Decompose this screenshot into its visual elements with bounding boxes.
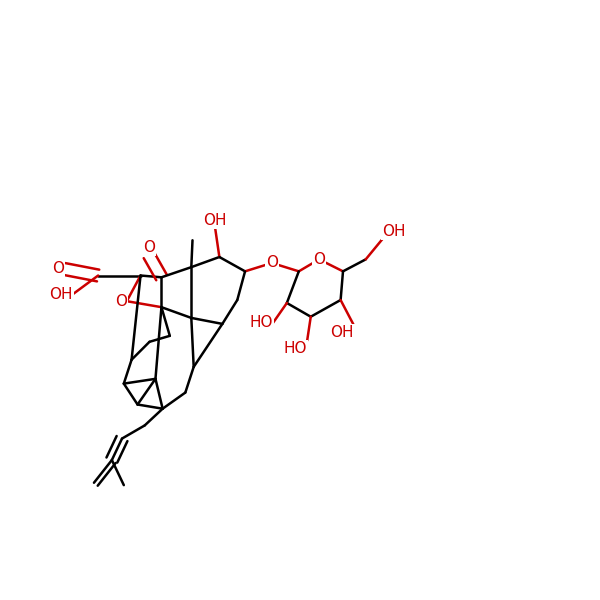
- Text: HO: HO: [250, 315, 273, 330]
- Text: O: O: [143, 240, 155, 255]
- Text: O: O: [313, 252, 325, 267]
- Text: OH: OH: [330, 325, 354, 340]
- Text: OH: OH: [382, 224, 406, 239]
- Text: HO: HO: [284, 341, 307, 356]
- Text: O: O: [52, 262, 64, 277]
- Text: O: O: [266, 256, 278, 271]
- Text: OH: OH: [50, 287, 73, 302]
- Text: OH: OH: [203, 214, 227, 229]
- Text: O: O: [115, 293, 127, 308]
